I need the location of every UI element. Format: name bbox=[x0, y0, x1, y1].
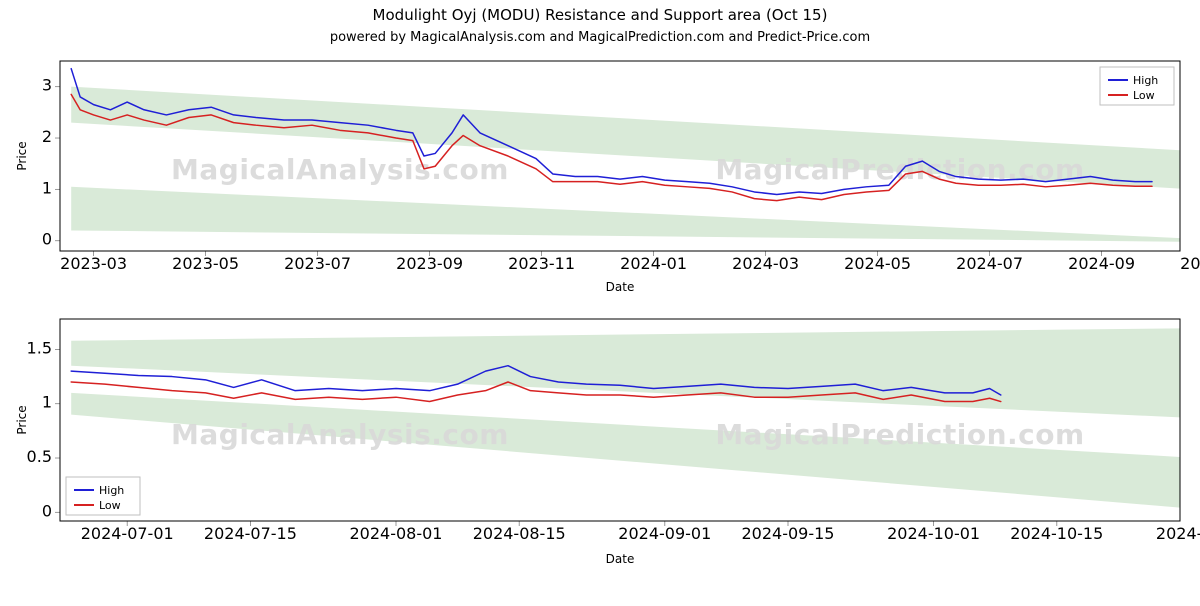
chart-sub-title: powered by MagicalAnalysis.com and Magic… bbox=[0, 30, 1200, 45]
x-tick-label: 2024-03 bbox=[732, 254, 799, 273]
x-tick-label: 2024-07-15 bbox=[204, 524, 297, 543]
legend-high-label: High bbox=[1133, 74, 1158, 87]
y-tick-label: 2 bbox=[42, 127, 52, 146]
x-tick-label: 2023-09 bbox=[396, 254, 463, 273]
y-axis-label: Price bbox=[15, 405, 29, 434]
x-tick-label: 2024-08-01 bbox=[350, 524, 443, 543]
legend-low-label: Low bbox=[99, 499, 121, 512]
legend-high-label: High bbox=[99, 484, 124, 497]
x-tick-label: 2023-07 bbox=[284, 254, 351, 273]
y-tick-label: 3 bbox=[42, 76, 52, 95]
top-chart-svg: MagicalAnalysis.comMagicalPrediction.com… bbox=[0, 49, 1200, 297]
chart-main-title: Modulight Oyj (MODU) Resistance and Supp… bbox=[0, 6, 1200, 24]
support-band bbox=[71, 393, 1200, 512]
bottom-chart-panel: MagicalAnalysis.comMagicalPrediction.com… bbox=[0, 297, 1200, 569]
x-tick-label: 2024-11-01 bbox=[1156, 524, 1200, 543]
y-axis-label: Price bbox=[15, 141, 29, 170]
y-tick-label: 1 bbox=[42, 178, 52, 197]
x-tick-label: 2024-07-01 bbox=[81, 524, 174, 543]
legend-low-label: Low bbox=[1133, 89, 1155, 102]
x-tick-label: 2024-09 bbox=[1068, 254, 1135, 273]
x-tick-label: 2024-08-15 bbox=[473, 524, 566, 543]
x-tick-label: 2024-10-01 bbox=[887, 524, 980, 543]
x-tick-label: 2024-09-01 bbox=[618, 524, 711, 543]
x-tick-label: 2023-03 bbox=[60, 254, 127, 273]
x-tick-label: 2023-05 bbox=[172, 254, 239, 273]
x-tick-label: 2024-11 bbox=[1180, 254, 1200, 273]
legend: High Low bbox=[66, 477, 140, 515]
support-band bbox=[71, 87, 1200, 192]
top-chart-panel: MagicalAnalysis.comMagicalPrediction.com… bbox=[0, 49, 1200, 297]
x-tick-label: 2024-05 bbox=[844, 254, 911, 273]
x-tick-label: 2024-10-15 bbox=[1010, 524, 1103, 543]
y-tick-label: 1 bbox=[42, 393, 52, 412]
x-tick-label: 2024-07 bbox=[956, 254, 1023, 273]
x-axis-label: Date bbox=[606, 280, 635, 294]
x-tick-label: 2024-09-15 bbox=[742, 524, 835, 543]
y-tick-label: 0 bbox=[42, 230, 52, 249]
legend: High Low bbox=[1100, 67, 1174, 105]
y-tick-label: 0.5 bbox=[27, 447, 52, 466]
y-tick-label: 0 bbox=[42, 501, 52, 520]
x-axis-label: Date bbox=[606, 552, 635, 566]
watermark-left: MagicalAnalysis.com bbox=[171, 153, 509, 186]
y-tick-label: 1.5 bbox=[27, 338, 52, 357]
support-band bbox=[71, 187, 1200, 242]
bottom-chart-svg: MagicalAnalysis.comMagicalPrediction.com… bbox=[0, 297, 1200, 569]
x-tick-label: 2023-11 bbox=[508, 254, 575, 273]
x-tick-label: 2024-01 bbox=[620, 254, 687, 273]
